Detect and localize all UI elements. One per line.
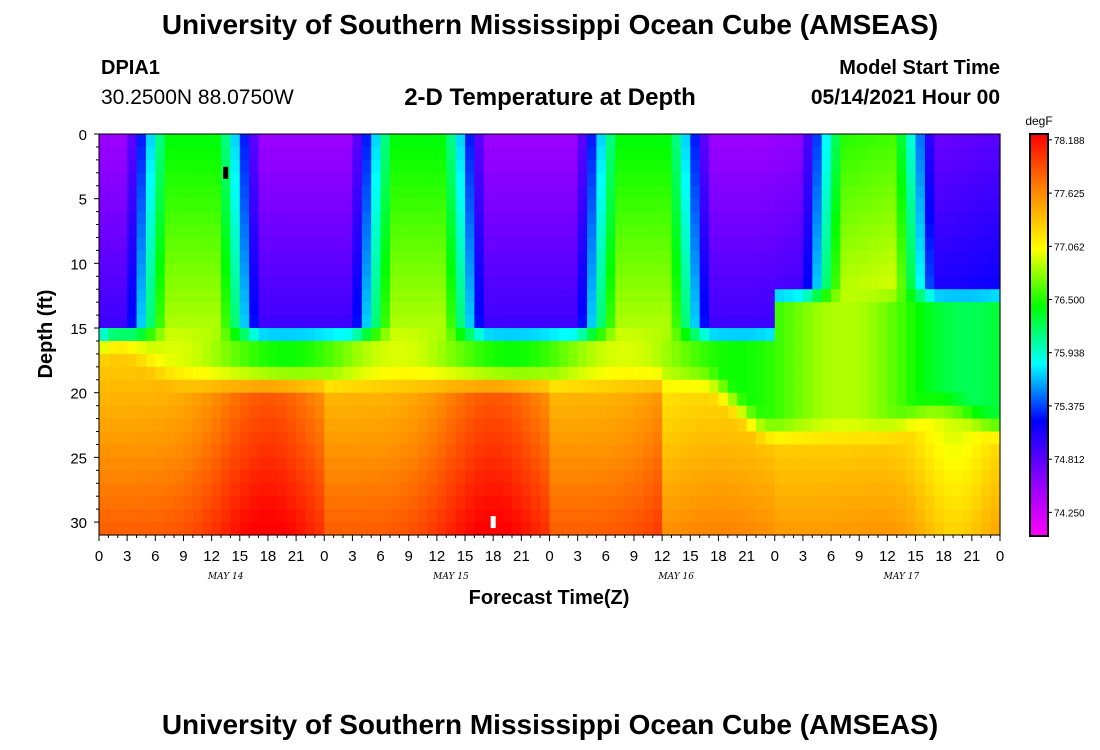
x-axis-label: Forecast Time(Z): [469, 587, 630, 609]
colorbar-tick-label: 77.625: [1054, 189, 1085, 200]
x-tick-label: 0: [545, 548, 553, 565]
x-tick-label: 3: [799, 548, 807, 565]
x-tick-label: 21: [513, 548, 530, 565]
colorbar-tick-label: 75.375: [1054, 402, 1085, 413]
x-tick-label: 0: [996, 548, 1004, 565]
model-start-value: 05/14/2021 Hour 00: [810, 86, 1000, 109]
x-tick-label: 18: [260, 548, 277, 565]
x-tick-label: 0: [771, 548, 779, 565]
y-tick-label: 30: [70, 515, 87, 532]
x-tick-label: 12: [654, 548, 671, 565]
x-tick-label: 21: [738, 548, 755, 565]
colorbar-unit: degF: [1025, 114, 1052, 128]
x-tick-label: 9: [405, 548, 413, 565]
x-tick-label: 6: [151, 548, 159, 565]
x-tick-label: 15: [682, 548, 699, 565]
day-label: MAY 17: [883, 572, 920, 582]
x-tick-label: 0: [320, 548, 328, 565]
x-tick-label: 12: [879, 548, 896, 565]
station-id: DPIA1: [101, 57, 160, 79]
colorbar-tick-label: 77.062: [1054, 242, 1085, 253]
x-tick-label: 18: [935, 548, 952, 565]
colorbar-tick-label: 78.188: [1054, 136, 1085, 147]
x-tick-label: 3: [123, 548, 131, 565]
footer-title: University of Southern Mississippi Ocean…: [161, 709, 939, 740]
model-start-label: Model Start Time: [839, 57, 1000, 79]
y-tick-label: 15: [70, 321, 87, 338]
heatmap-marker-2: [490, 516, 496, 529]
x-tick-label: 6: [827, 548, 835, 565]
x-tick-label: 9: [179, 548, 187, 565]
heatmap-field: [99, 134, 1001, 536]
y-tick-label: 5: [79, 192, 87, 209]
colorbar-tick-label: 74.250: [1054, 508, 1085, 519]
heatmap-marker-1: [223, 166, 229, 179]
y-tick-label: 20: [70, 386, 87, 403]
x-tick-label: 9: [630, 548, 638, 565]
x-tick-label: 12: [203, 548, 220, 565]
x-tick-label: 15: [231, 548, 248, 565]
chart-title: 2-D Temperature at Depth: [404, 84, 696, 111]
day-label: MAY 14: [207, 572, 244, 582]
x-tick-label: 15: [457, 548, 474, 565]
colorbar-gradient: [1029, 133, 1049, 537]
y-tick-label: 0: [79, 127, 87, 144]
x-tick-label: 6: [376, 548, 384, 565]
x-tick-label: 21: [288, 548, 305, 565]
x-tick-label: 15: [907, 548, 924, 565]
x-tick-label: 12: [429, 548, 446, 565]
x-tick-label: 3: [573, 548, 581, 565]
x-tick-label: 6: [602, 548, 610, 565]
colorbar-tick-label: 74.812: [1054, 455, 1085, 466]
x-tick-label: 18: [710, 548, 727, 565]
y-tick-label: 10: [70, 256, 87, 273]
colorbar-tick-label: 75.938: [1054, 349, 1085, 360]
x-tick-label: 3: [348, 548, 356, 565]
x-tick-label: 18: [485, 548, 502, 565]
day-label: MAY 15: [432, 572, 469, 582]
colorbar-tick-label: 76.500: [1054, 296, 1085, 307]
y-tick-label: 25: [70, 450, 87, 467]
x-tick-label: 9: [855, 548, 863, 565]
station-coordinates: 30.2500N 88.0750W: [101, 86, 294, 109]
x-tick-label: 21: [964, 548, 981, 565]
main-title: University of Southern Mississippi Ocean…: [161, 9, 939, 40]
x-tick-label: 0: [95, 548, 103, 565]
day-label: MAY 16: [657, 572, 694, 582]
y-axis-label: Depth (ft): [35, 290, 57, 379]
